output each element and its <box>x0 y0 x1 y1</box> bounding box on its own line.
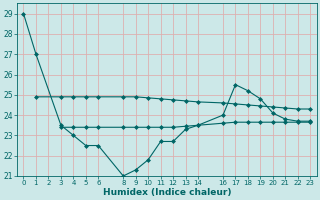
X-axis label: Humidex (Indice chaleur): Humidex (Indice chaleur) <box>103 188 231 197</box>
